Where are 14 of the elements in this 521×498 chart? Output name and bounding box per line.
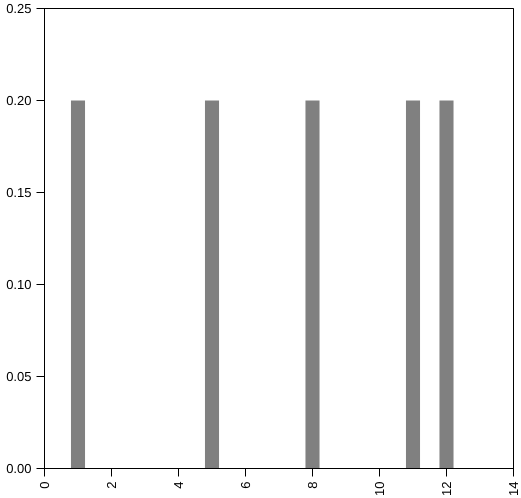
- y-tick-label: 0.20: [6, 93, 32, 108]
- x-tick-label: 10: [372, 481, 387, 496]
- y-tick-label: 0.25: [6, 1, 32, 16]
- x-tick-label: 4: [171, 481, 186, 489]
- y-tick-label: 0.05: [6, 369, 32, 384]
- y-tick-label: 0.00: [6, 461, 32, 476]
- x-tick-label: 2: [104, 481, 119, 489]
- x-tick-label: 12: [439, 481, 454, 496]
- y-tick-label: 0.15: [6, 185, 32, 200]
- x-tick-label: 8: [305, 481, 320, 489]
- x-tick-label: 6: [238, 481, 253, 489]
- x-tick-label: 14: [506, 481, 521, 496]
- y-tick-label: 0.10: [6, 277, 32, 292]
- x-tick-label: 0: [37, 481, 52, 489]
